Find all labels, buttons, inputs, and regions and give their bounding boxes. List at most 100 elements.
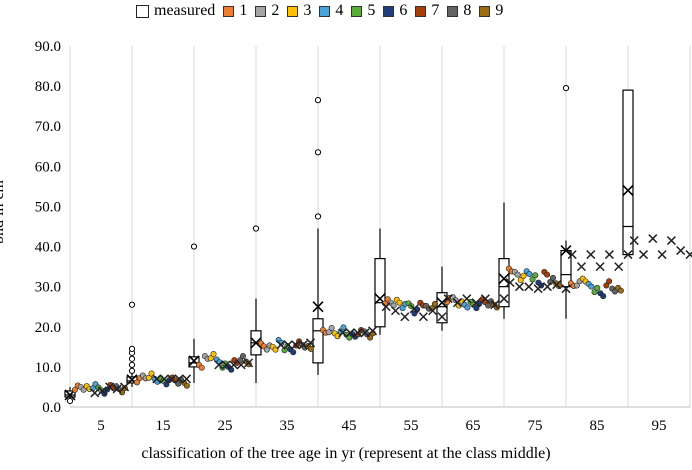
- simulated-point: [591, 289, 598, 296]
- legend-label: 7: [431, 2, 440, 19]
- simulated-point: [464, 304, 471, 311]
- simulated-point: [517, 277, 524, 284]
- simulated-point: [239, 353, 246, 360]
- boxplot: [374, 228, 386, 335]
- mean-marker: [499, 294, 509, 304]
- boxplots: [64, 85, 634, 405]
- simulated-point: [520, 272, 527, 279]
- mean-marker: [381, 302, 391, 312]
- boxplot: [498, 202, 510, 319]
- simulated-point: [617, 287, 624, 294]
- outlier-point: [128, 345, 136, 352]
- y-tick-label: 30.0: [35, 280, 61, 296]
- outlier-point: [66, 397, 74, 405]
- mean-marker: [390, 306, 401, 316]
- legend-item: 8: [447, 2, 471, 20]
- simulated-point: [411, 310, 418, 317]
- x-tick-label: 5: [97, 418, 105, 434]
- simulated-point: [573, 282, 580, 289]
- mean-marker: [112, 384, 122, 394]
- boxplot: [622, 89, 634, 256]
- simulated-point: [431, 300, 438, 307]
- simulated-point: [526, 271, 533, 278]
- legend-item: 3: [287, 2, 311, 20]
- mean-marker: [638, 250, 649, 260]
- mean-marker: [345, 328, 355, 338]
- mean-marker: [244, 358, 254, 368]
- mean-marker: [360, 328, 370, 338]
- simulated-point: [399, 305, 406, 312]
- x-tick-label: 35: [280, 418, 295, 434]
- y-tick-label: 50.0: [35, 199, 61, 215]
- outlier-point: [314, 97, 322, 104]
- outlier-point: [190, 243, 198, 250]
- mean-marker: [97, 386, 107, 396]
- mean-marker: [471, 298, 481, 308]
- simulated-point: [603, 282, 610, 289]
- mean-marker: [353, 328, 363, 338]
- legend-label: 6: [399, 2, 408, 19]
- simulated-point: [544, 271, 551, 278]
- mean-marker: [666, 236, 676, 246]
- mean-marker: [623, 250, 633, 260]
- simulated-point: [307, 345, 314, 352]
- box-mean-marker: [498, 273, 510, 285]
- outlier-point: [128, 361, 136, 368]
- mean-marker: [368, 326, 378, 336]
- mean-marker: [306, 338, 316, 348]
- legend-swatch: [136, 4, 149, 18]
- mean-marker: [533, 284, 543, 294]
- mean-marker: [586, 250, 596, 260]
- boxplot: [250, 225, 262, 383]
- legend-swatch: [415, 5, 427, 17]
- legend-swatch: [351, 5, 363, 17]
- legend-label: 1: [239, 2, 248, 19]
- simulated-point: [183, 382, 190, 389]
- mean-marker: [283, 340, 293, 350]
- simulated-point: [594, 284, 601, 291]
- simulated-point: [600, 293, 607, 300]
- legend-swatch: [447, 5, 459, 17]
- legend-swatch: [287, 5, 299, 17]
- y-tick-label: 20.0: [35, 320, 61, 336]
- legend-item: 6: [383, 2, 407, 20]
- x-tick-label: 95: [652, 418, 667, 434]
- mean-marker: [514, 282, 525, 292]
- legend-swatch: [479, 5, 491, 17]
- box: [622, 89, 634, 256]
- x-tick-label: 85: [590, 418, 605, 434]
- mean-marker: [338, 328, 348, 338]
- x-tick-label: 45: [342, 418, 357, 434]
- outlier-point: [128, 301, 136, 308]
- x-tick-label: 55: [404, 418, 419, 434]
- box-mean-marker: [622, 184, 634, 196]
- mean-marker: [552, 280, 562, 290]
- mean-marker: [604, 250, 614, 260]
- mean-marker: [221, 360, 231, 370]
- mean-marker: [90, 388, 100, 398]
- mean-marker: [428, 306, 438, 316]
- mean-marker: [167, 374, 177, 384]
- mean-marker: [490, 300, 500, 310]
- mean-marker: [437, 312, 447, 322]
- legend: measured 1 2 3 4 5 6 7 8 9: [136, 1, 511, 21]
- simulated-point: [396, 299, 403, 306]
- mean-marker: [120, 382, 130, 392]
- mean-marker: [418, 312, 428, 322]
- outlier-point: [562, 85, 570, 92]
- simulated-point: [588, 283, 595, 290]
- boxplot: [560, 85, 572, 319]
- simulated-point: [175, 380, 182, 387]
- grid-lines: [69, 46, 691, 408]
- simulated-point: [606, 278, 613, 285]
- legend-item: 1: [223, 2, 247, 20]
- mean-marker: [409, 304, 419, 314]
- mean-marker: [567, 250, 577, 260]
- mean-marker: [505, 278, 515, 288]
- box-mean-marker: [250, 337, 262, 349]
- simulated-point: [290, 349, 297, 356]
- simulated-point: [514, 271, 521, 278]
- mean-marker: [462, 294, 472, 304]
- mean-marker: [276, 340, 286, 350]
- mean-marker: [214, 360, 224, 370]
